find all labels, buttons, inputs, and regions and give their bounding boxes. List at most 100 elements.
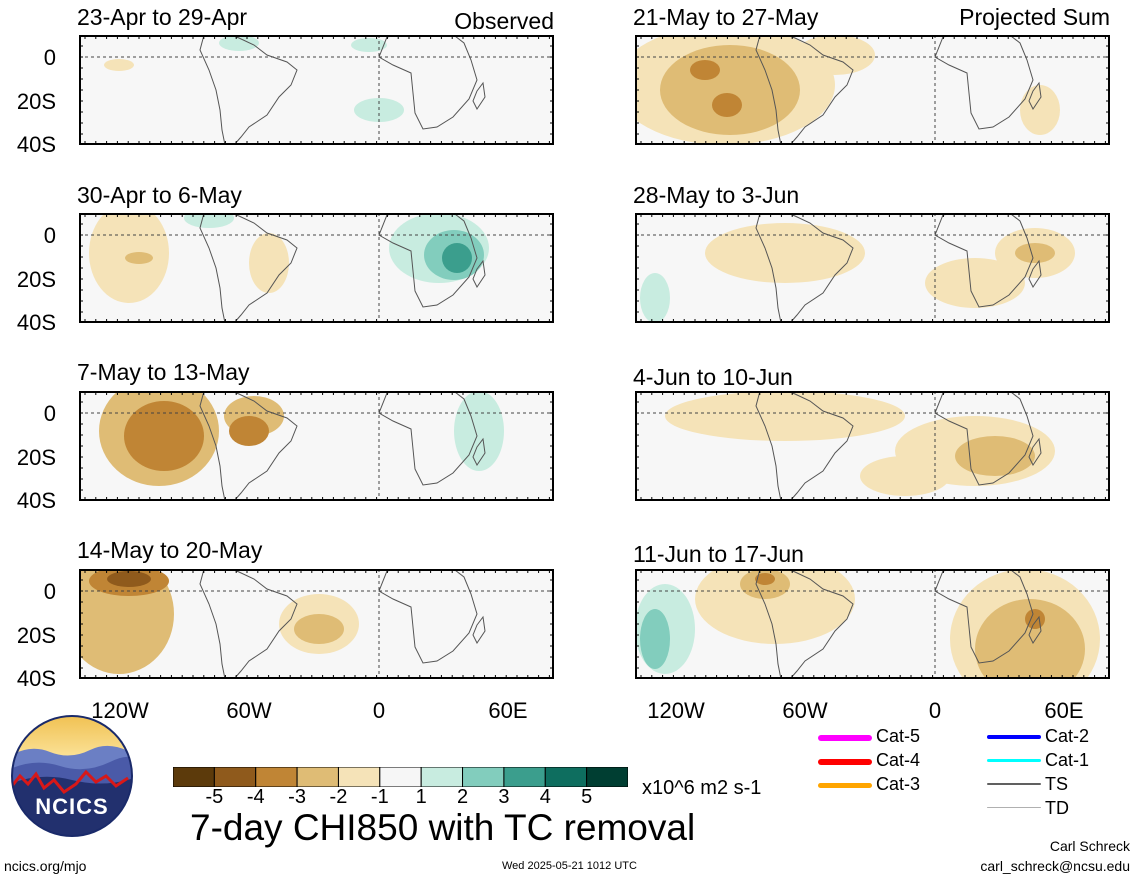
coastline	[378, 213, 478, 308]
anomaly-contour	[79, 569, 174, 674]
lon-label: 120W	[91, 698, 149, 723]
colorbar-swatch	[420, 767, 464, 787]
lon-label: 60E	[488, 698, 528, 723]
observed-header: Observed	[454, 8, 554, 34]
lat-label: 20S	[16, 89, 56, 114]
coastline	[1028, 437, 1042, 466]
colorbar-tick-label: -1	[370, 786, 389, 808]
anomaly-contour	[665, 391, 905, 441]
map-frame	[79, 35, 554, 145]
anomaly-contour	[107, 571, 151, 587]
lon-label: 0	[928, 698, 942, 723]
lat-label: 40S	[16, 310, 56, 335]
anomaly-contour	[124, 401, 204, 471]
panel-title: 28-May to 3-Jun	[633, 182, 800, 208]
tc-legend-swatch	[818, 735, 872, 741]
tc-legend-label: Cat-1	[1045, 750, 1090, 770]
map-frame	[79, 213, 554, 323]
lon-label: 60W	[782, 698, 828, 723]
anomaly-contour	[125, 252, 153, 264]
anomaly-contour	[229, 416, 269, 446]
coastline	[378, 391, 478, 486]
coastline	[472, 615, 486, 644]
map-frame	[635, 569, 1110, 679]
lat-label: 0	[43, 223, 56, 248]
logo-text: NCICS	[35, 794, 109, 819]
tc-legend-label: Cat-3	[876, 774, 921, 794]
coastline	[199, 35, 298, 145]
map-panel	[79, 213, 554, 323]
coastline	[934, 569, 1034, 664]
map-panel	[635, 569, 1110, 679]
tc-legend-swatch	[987, 807, 1041, 808]
tc-legend-swatch	[987, 783, 1041, 785]
tc-legend-swatch	[987, 759, 1041, 762]
anomaly-contour	[104, 59, 134, 71]
coastline	[378, 35, 478, 130]
anomaly-contour	[454, 391, 504, 471]
ncics-logo: NCICS	[10, 714, 134, 838]
footer-author: Carl Schreck	[1049, 838, 1130, 854]
main-title: 7-day CHI850 with TC removal	[190, 807, 696, 848]
lat-label: 40S	[16, 488, 56, 513]
lat-label: 20S	[16, 445, 56, 470]
colorbar-tick-label: -4	[246, 786, 265, 808]
tc-legend-label: TD	[1045, 798, 1069, 818]
anomaly-contour	[712, 93, 742, 117]
anomaly-contour	[860, 456, 950, 496]
colorbar-tick-label: -2	[329, 786, 348, 808]
coastline	[378, 569, 478, 664]
coastline	[472, 81, 486, 110]
coastline	[199, 391, 298, 501]
colorbar-swatch	[503, 767, 546, 787]
anomaly-contour	[795, 35, 875, 75]
coastline	[472, 259, 486, 288]
colorbar-tick-label: -3	[288, 786, 306, 808]
coastline	[934, 213, 1034, 308]
anomaly-contour	[219, 35, 259, 51]
anomaly-contour	[755, 573, 775, 585]
tc-legend-label: TS	[1045, 774, 1069, 794]
colorbar-swatch	[255, 767, 298, 787]
anomaly-contour	[184, 213, 234, 228]
colorbar-swatch	[544, 767, 588, 787]
coastline	[199, 213, 298, 323]
lat-label: 0	[43, 45, 56, 70]
coastline	[472, 437, 486, 466]
footer-website: ncics.org/mjo	[4, 858, 87, 874]
anomaly-contour	[695, 569, 855, 644]
coastline	[1028, 259, 1042, 288]
panel-title: 23-Apr to 29-Apr	[77, 4, 248, 30]
tc-legend-swatch	[818, 783, 872, 788]
map-panel	[635, 35, 1110, 145]
tc-legend-label: Cat-2	[1045, 726, 1090, 746]
anomaly-contour	[294, 614, 344, 644]
colorbar-swatch	[462, 767, 505, 787]
panel-title: 4-Jun to 10-Jun	[633, 364, 793, 390]
anomaly-contour	[705, 223, 865, 283]
panel-title: 30-Apr to 6-May	[77, 182, 242, 208]
colorbar-tick-label: 5	[581, 786, 593, 808]
colorbar-swatch	[586, 767, 628, 787]
tc-legend-label: Cat-4	[876, 750, 921, 770]
coastline	[199, 569, 298, 679]
anomaly-contour	[955, 436, 1035, 476]
lat-label: 40S	[16, 132, 56, 157]
panel-title: 11-Jun to 17-Jun	[633, 541, 804, 567]
colorbar-tick-label: 3	[498, 786, 510, 808]
panel-title: 21-May to 27-May	[633, 4, 819, 30]
map-frame	[635, 213, 1110, 323]
lon-label: 120W	[647, 698, 705, 723]
coastline	[755, 35, 854, 145]
colorbar-swatch	[379, 767, 422, 787]
lat-label: 40S	[16, 666, 56, 691]
coastline	[755, 569, 854, 679]
anomaly-contour	[975, 599, 1085, 679]
map-frame	[635, 35, 1110, 145]
map-frame	[79, 391, 554, 501]
anomaly-contour	[442, 243, 472, 273]
anomaly-contour	[660, 45, 800, 135]
footer-timestamp: Wed 2025-05-21 1012 UTC	[502, 860, 637, 872]
colorbar-swatch	[173, 767, 215, 787]
coastline	[755, 213, 854, 323]
